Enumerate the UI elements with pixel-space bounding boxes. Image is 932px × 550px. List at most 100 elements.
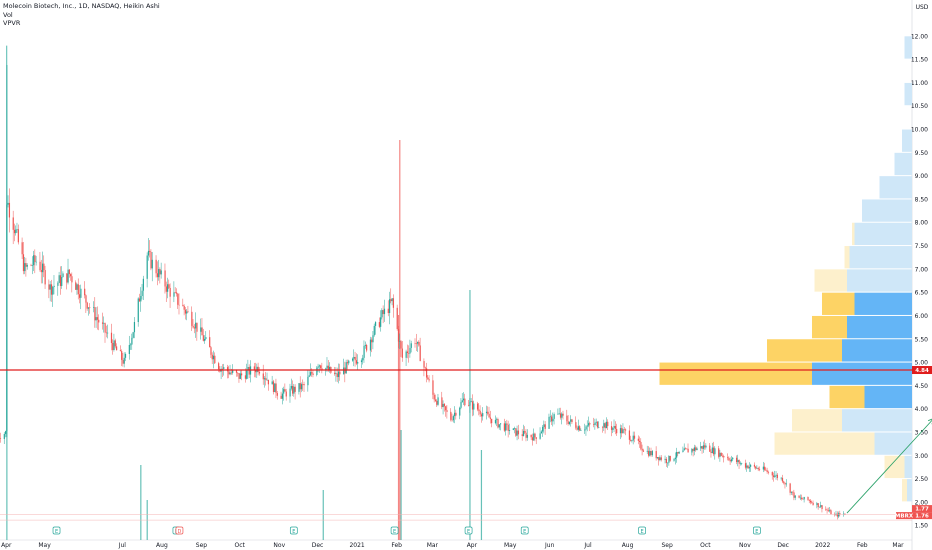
candle-body: [525, 432, 527, 438]
candle-body: [598, 427, 600, 428]
vpvr-up-bar: [842, 339, 912, 362]
candle-body: [363, 345, 365, 358]
candle-body: [353, 356, 355, 359]
vpvr-up-bar: [879, 176, 912, 199]
candle-body: [113, 340, 115, 351]
candle-body: [168, 284, 170, 288]
vpvr-label[interactable]: VPVR: [3, 19, 21, 27]
candle-body: [25, 263, 27, 267]
vpvr-down-bar: [822, 292, 855, 315]
candle-body: [210, 347, 212, 355]
earnings-marker[interactable]: [289, 526, 298, 535]
candle-body: [459, 407, 461, 416]
candle-body: [723, 456, 725, 458]
candle-body: [477, 403, 479, 410]
candle-body: [792, 491, 794, 493]
candle-body: [354, 356, 356, 361]
candle-body: [678, 451, 680, 454]
candle-body: [299, 383, 301, 390]
candle-body: [442, 403, 444, 408]
x-tick-label: Dec: [777, 542, 789, 549]
candle-body: [16, 229, 18, 230]
candle-body: [101, 322, 104, 324]
candle-body: [238, 373, 240, 379]
y-tick-label: 2.50: [915, 476, 929, 483]
ticker-symbol-label: MBRX: [895, 514, 914, 520]
candle-body: [820, 505, 822, 507]
candle-body: [631, 440, 633, 442]
candle-body: [39, 261, 41, 270]
earnings-marker[interactable]: [520, 526, 529, 535]
candle-body: [401, 348, 403, 358]
candle-body: [441, 397, 443, 408]
candle-body: [719, 452, 721, 457]
candle-body: [184, 309, 187, 314]
candle-body: [491, 418, 493, 424]
candle-body: [825, 509, 827, 510]
volume-bar: [469, 290, 471, 540]
candle-body: [237, 372, 239, 374]
candle-body: [374, 322, 377, 326]
candle-body: [571, 419, 573, 423]
candle-body: [748, 466, 750, 469]
candle-body: [637, 438, 639, 441]
candle-body: [714, 448, 716, 455]
candle-body: [531, 437, 534, 441]
candle-body: [400, 341, 402, 349]
candle-body: [390, 299, 392, 302]
candle-body: [830, 510, 832, 515]
dividend-marker[interactable]: [175, 526, 184, 535]
candle-body: [695, 447, 697, 451]
candle-body: [61, 277, 63, 286]
earnings-marker[interactable]: [638, 526, 646, 535]
candle-body: [417, 341, 419, 344]
candle-body: [836, 513, 838, 517]
y-tick-label: 5.00: [915, 360, 929, 367]
candle-body: [535, 437, 537, 439]
candle-body: [593, 424, 595, 425]
y-tick-label: 9.50: [915, 150, 929, 157]
candle-body: [130, 344, 132, 346]
earnings-marker[interactable]: [52, 526, 61, 535]
candle-body: [366, 345, 368, 351]
candle-body: [378, 322, 380, 327]
candle-body: [684, 448, 687, 449]
candle-body: [178, 304, 180, 306]
candle-body: [506, 423, 508, 425]
candle-body: [335, 373, 337, 375]
candle-body: [17, 229, 19, 243]
candle-body: [534, 433, 536, 438]
candle-body: [433, 394, 435, 400]
earnings-marker[interactable]: [390, 526, 399, 535]
candle-body: [373, 325, 375, 336]
candle-body: [575, 422, 577, 428]
candle-body: [730, 459, 733, 462]
earnings-marker-label: E: [755, 529, 758, 535]
vpvr-down-bar: [814, 269, 847, 292]
candle-body: [410, 343, 412, 348]
candle-body: [686, 448, 688, 450]
candle-body: [775, 474, 777, 476]
candle-body: [133, 322, 136, 333]
x-tick-label: Apr: [467, 542, 478, 549]
candle-body: [737, 460, 739, 463]
earnings-marker[interactable]: [464, 526, 473, 535]
candle-body: [302, 384, 304, 385]
trend-arrow-line[interactable]: [846, 418, 932, 514]
candle-body: [738, 460, 740, 464]
candle-body: [639, 440, 641, 443]
candle-body: [424, 367, 426, 369]
earnings-marker[interactable]: [753, 526, 761, 535]
candle-body: [122, 359, 124, 364]
price-axis-panel[interactable]: [912, 0, 932, 550]
candle-body: [280, 395, 282, 399]
candle-body: [381, 310, 383, 318]
candle-body: [479, 410, 481, 415]
candle-body: [826, 509, 828, 511]
candle-body: [334, 372, 336, 375]
x-tick-label: Feb: [391, 542, 402, 549]
candle-body: [524, 430, 526, 433]
candle-body: [589, 423, 591, 425]
candle-body: [507, 424, 509, 431]
